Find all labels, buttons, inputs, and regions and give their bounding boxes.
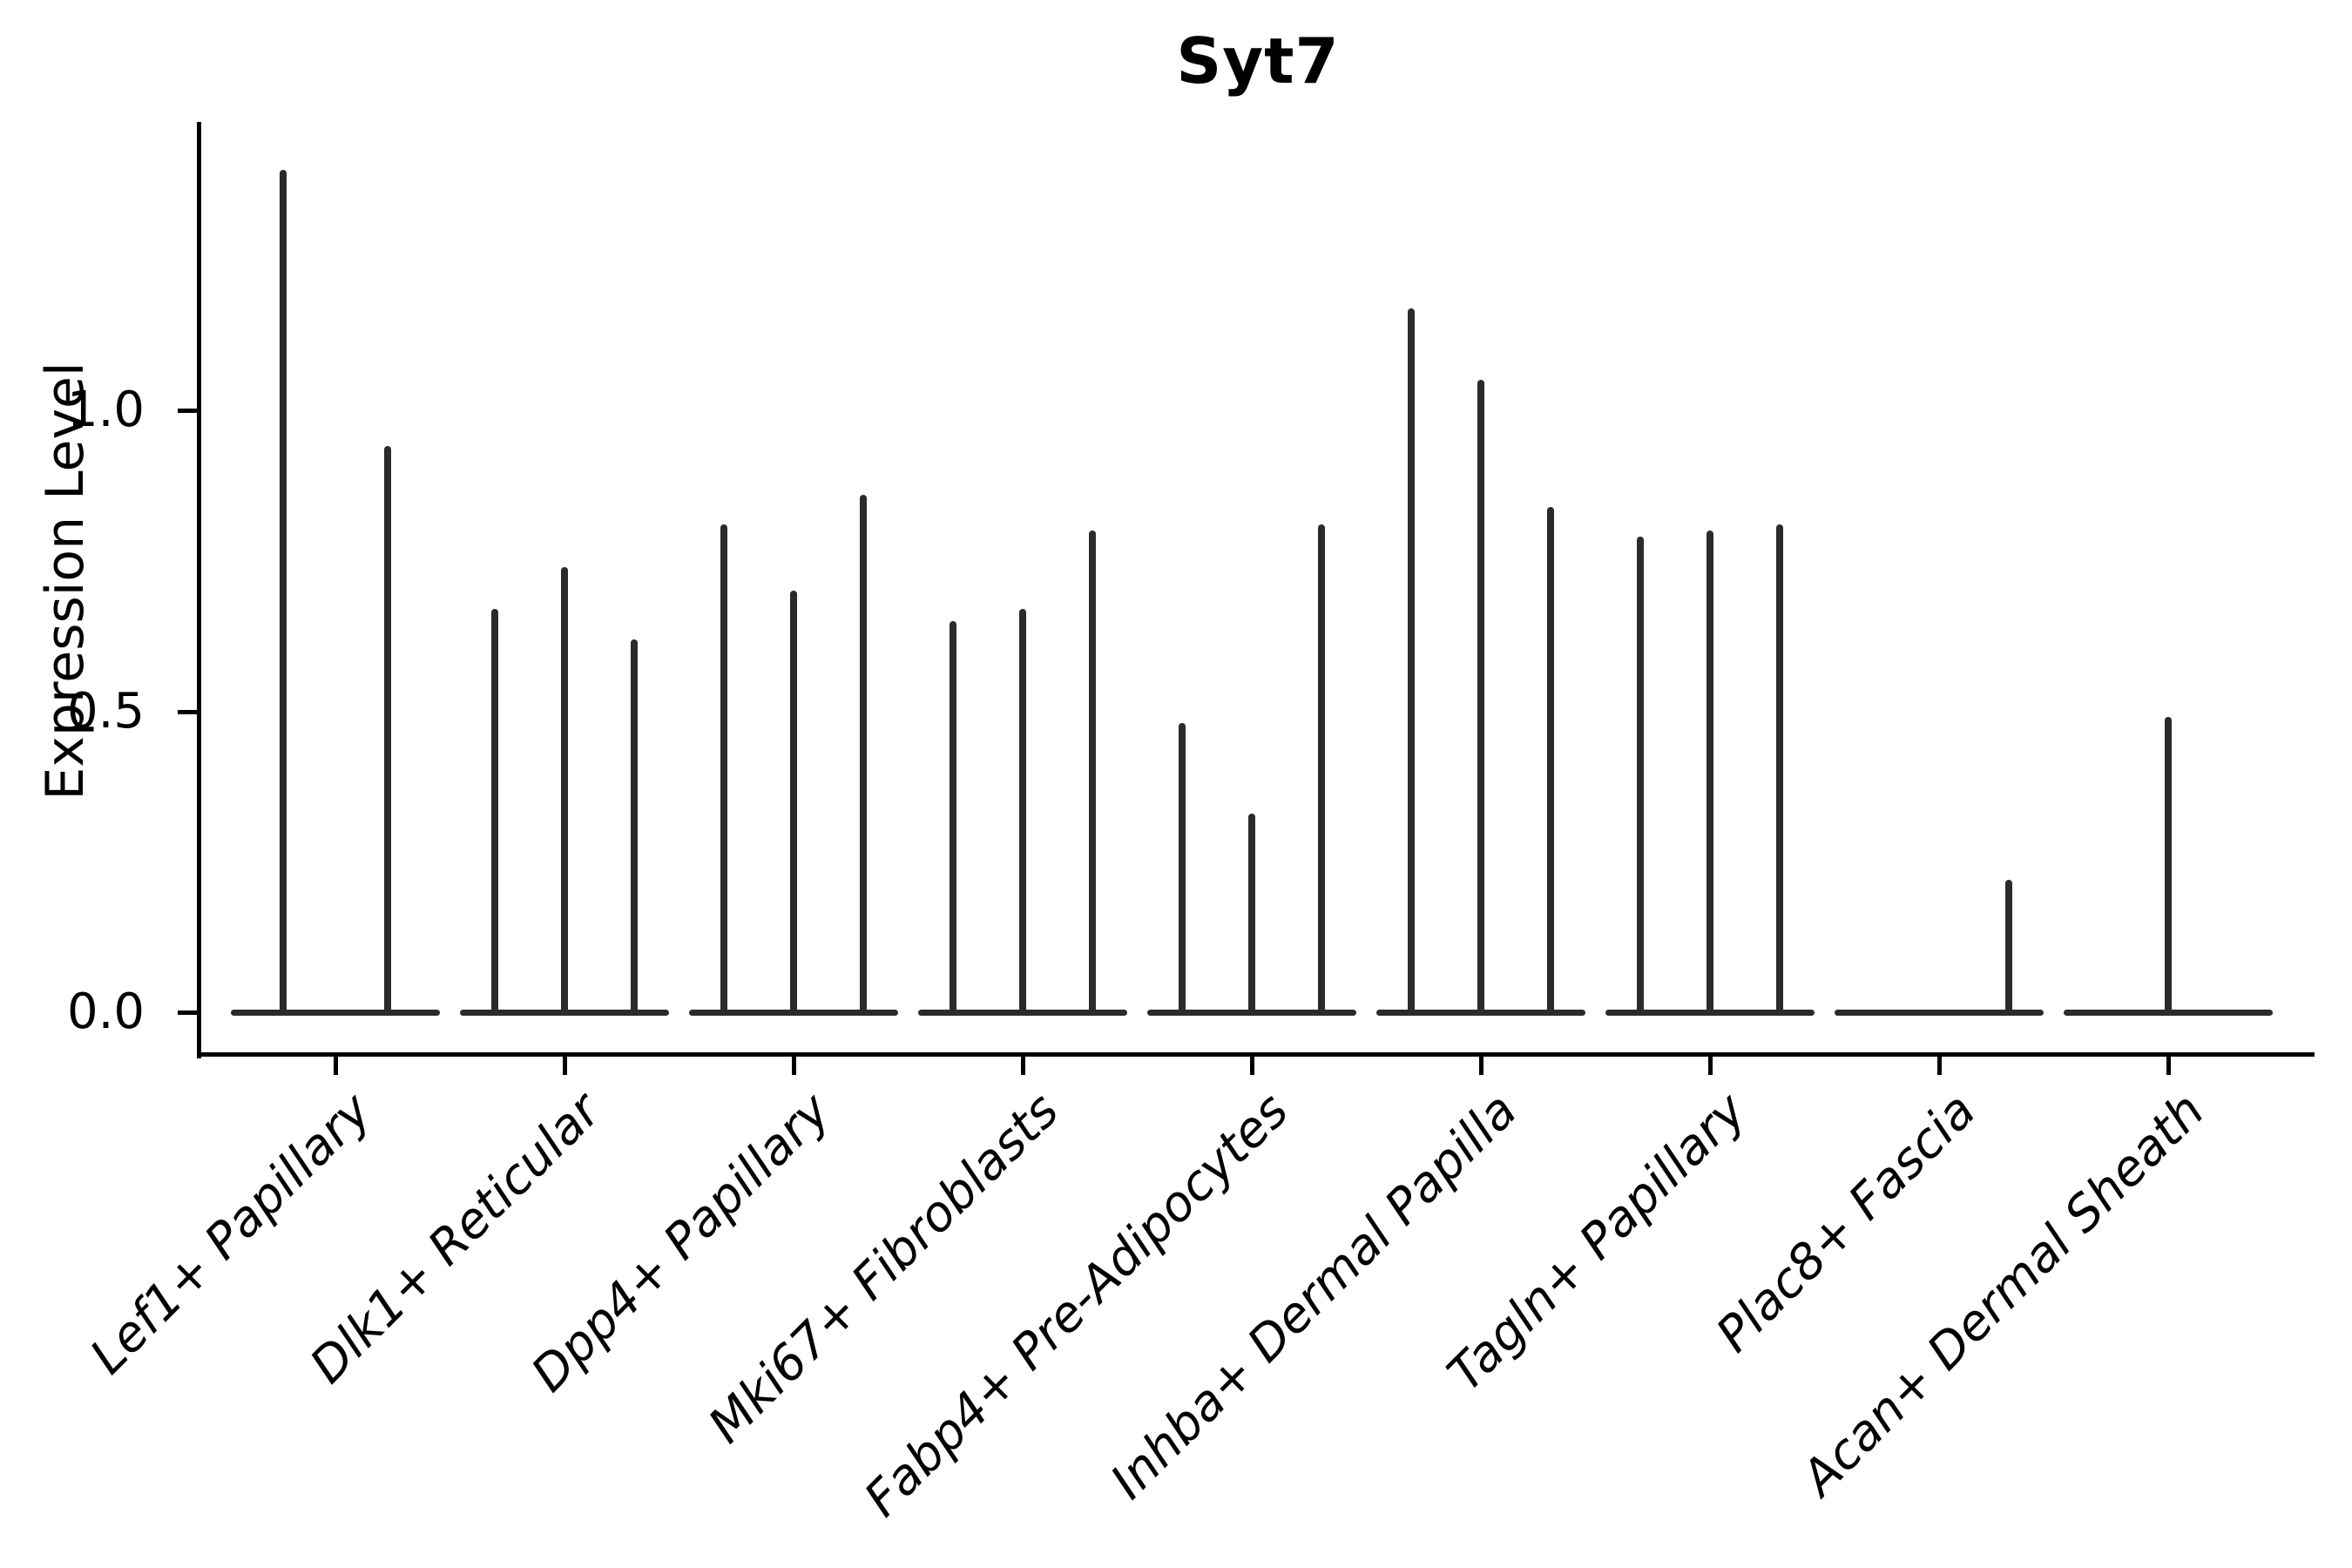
x-axis-spine [197, 1052, 2315, 1057]
violin-needle [1637, 537, 1644, 1015]
violin-needle [790, 591, 797, 1015]
violin-needle [631, 639, 638, 1015]
violin-needle [280, 169, 287, 1015]
y-axis-label: Expression Level [35, 362, 96, 801]
violin-needle [1408, 308, 1415, 1015]
violin-needle [720, 524, 727, 1015]
violin-needle [2165, 717, 2172, 1015]
violin-needle [1089, 531, 1096, 1015]
violin-needle [950, 620, 956, 1015]
violin-needle [1179, 723, 1186, 1015]
violin-needle [491, 609, 498, 1015]
x-tick-label: Inhba+ Dermal Papilla [1100, 1082, 1529, 1511]
x-tick [1479, 1056, 1484, 1075]
violin-needle [1707, 531, 1713, 1015]
x-tick [792, 1056, 796, 1075]
y-tick [178, 1010, 197, 1015]
x-tick [1937, 1056, 1942, 1075]
violin-needle [2005, 879, 2012, 1015]
y-tick [178, 409, 197, 413]
violin-needle [1477, 380, 1484, 1015]
violin-needle [860, 494, 867, 1015]
violin-needle [561, 566, 568, 1015]
x-tick-label: Fabp4+ Pre-Adipocytes [854, 1082, 1300, 1528]
x-tick [2166, 1056, 2171, 1075]
y-tick-label: 0.0 [66, 983, 145, 1040]
y-axis-spine [197, 122, 201, 1058]
violin-needle [1248, 813, 1255, 1015]
y-tick [178, 709, 197, 714]
violin-baseline [231, 1010, 440, 1016]
x-tick [334, 1056, 338, 1075]
x-tick-label: Acan+ Dermal Sheath [1791, 1082, 2216, 1507]
violin-needle [384, 446, 391, 1015]
x-tick [1250, 1056, 1254, 1075]
x-tick [563, 1056, 567, 1075]
x-tick [1708, 1056, 1713, 1075]
y-tick-label: 1.0 [66, 382, 145, 438]
violin-needle [1776, 524, 1783, 1015]
violin-needle [1019, 609, 1026, 1015]
violin-needle [1318, 524, 1325, 1015]
chart-title: Syt7 [1176, 24, 1340, 98]
violin-needle [1547, 506, 1554, 1015]
y-tick-label: 0.5 [66, 682, 145, 740]
x-tick [1021, 1056, 1025, 1075]
violin-baseline [1835, 1010, 2044, 1016]
